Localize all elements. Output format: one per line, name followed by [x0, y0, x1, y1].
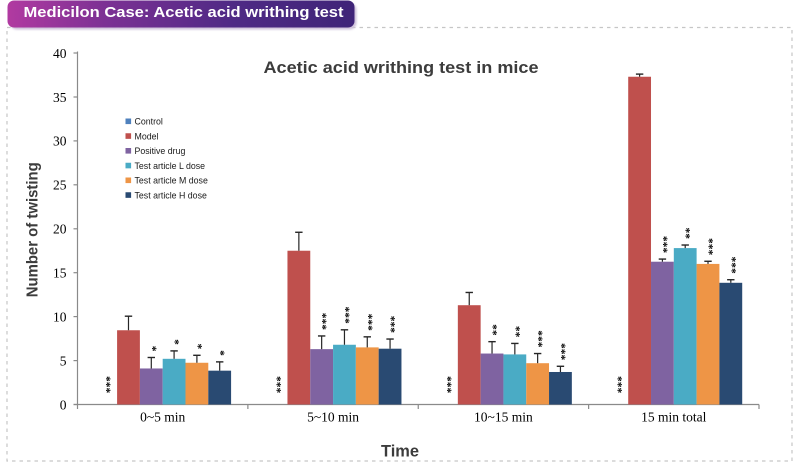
svg-text:0: 0 [60, 397, 67, 412]
svg-text:***: *** [730, 256, 742, 274]
svg-text:Medicilon Case: Acetic acid wr: Medicilon Case: Acetic acid writhing tes… [24, 4, 344, 21]
svg-text:***: *** [445, 376, 457, 394]
svg-text:***: *** [661, 236, 673, 254]
svg-text:***: *** [343, 306, 355, 324]
svg-text:10~15 min: 10~15 min [474, 410, 533, 425]
svg-text:40: 40 [53, 46, 67, 61]
svg-text:**: ** [491, 324, 503, 336]
svg-text:20: 20 [53, 222, 67, 237]
svg-text:0~5 min: 0~5 min [140, 410, 185, 425]
svg-text:**: ** [684, 227, 696, 239]
svg-text:*: * [150, 345, 162, 351]
svg-text:Number of twisting: Number of twisting [25, 162, 42, 297]
svg-text:30: 30 [53, 134, 67, 149]
svg-text:Time: Time [381, 442, 419, 461]
svg-text:*: * [196, 343, 208, 349]
svg-text:***: *** [616, 376, 628, 394]
svg-text:Positive drug: Positive drug [135, 146, 186, 156]
svg-text:35: 35 [53, 90, 67, 105]
svg-text:25: 25 [53, 178, 67, 193]
svg-text:10: 10 [53, 309, 67, 324]
svg-text:***: *** [275, 376, 287, 394]
svg-text:*: * [173, 339, 185, 345]
svg-text:Control: Control [135, 117, 163, 127]
svg-text:Test article H dose: Test article H dose [135, 190, 207, 200]
svg-text:**: ** [514, 326, 526, 338]
svg-text:***: *** [389, 316, 401, 334]
svg-text:***: *** [707, 238, 719, 256]
svg-text:5~10 min: 5~10 min [307, 410, 359, 425]
svg-text:***: *** [537, 330, 549, 348]
svg-text:***: *** [559, 343, 571, 361]
svg-text:***: *** [105, 376, 117, 394]
svg-text:15: 15 [53, 266, 67, 281]
svg-text:Test article L dose: Test article L dose [135, 161, 206, 171]
svg-text:*: * [219, 350, 231, 356]
svg-text:Acetic acid writhing test in m: Acetic acid writhing test in mice [264, 59, 539, 77]
svg-text:Test article M dose: Test article M dose [135, 176, 208, 186]
svg-text:***: *** [321, 312, 333, 330]
svg-text:Model: Model [135, 131, 159, 141]
svg-text:***: *** [366, 313, 378, 331]
svg-text:5: 5 [60, 353, 67, 368]
svg-text:15 min total: 15 min total [641, 410, 706, 425]
